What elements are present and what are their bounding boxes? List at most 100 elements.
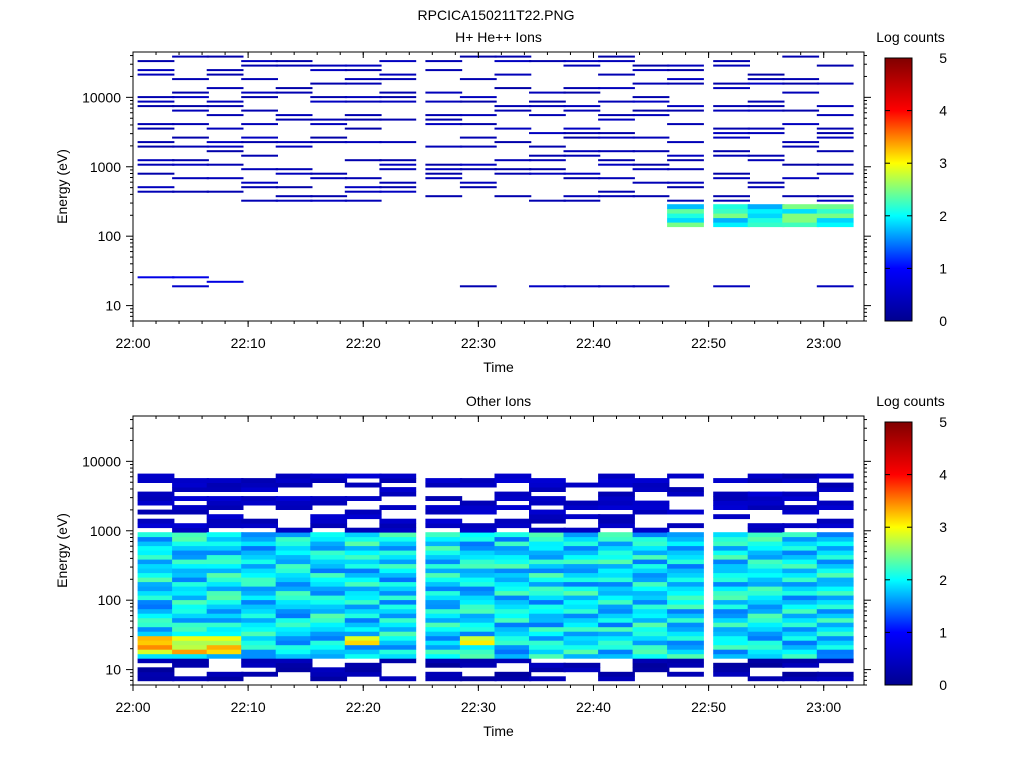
heatmap-cell: [241, 496, 278, 501]
heatmap-cell: [494, 559, 532, 565]
heatmap-cell: [379, 599, 417, 605]
heatmap-cell: [241, 653, 278, 659]
heatmap-cell: [137, 626, 175, 632]
heatmap-cell: [206, 145, 244, 148]
heatmap-cell: [275, 599, 313, 605]
heatmap-cell: [137, 172, 175, 175]
heatmap-cell: [459, 640, 497, 646]
heatmap-cell: [747, 541, 785, 547]
heatmap-cell: [598, 536, 635, 542]
heatmap-cell: [667, 577, 704, 583]
heatmap-cell: [563, 590, 601, 596]
heatmap-cell: [494, 577, 532, 583]
heatmap-cell: [172, 622, 209, 628]
heatmap-cell: [172, 105, 209, 108]
heatmap-cell: [459, 478, 497, 483]
heatmap-cell: [598, 541, 635, 547]
heatmap-cell: [747, 100, 785, 103]
heatmap-cell: [747, 491, 785, 497]
heatmap-cell: [137, 478, 175, 483]
x-tick-label: 23:00: [806, 335, 841, 351]
heatmap-cell: [563, 568, 601, 574]
heatmap-cell: [310, 550, 348, 556]
heatmap-cell: [206, 55, 244, 58]
heatmap-cell: [344, 159, 382, 162]
colorbar-bar: [884, 57, 913, 322]
heatmap-cell: [494, 671, 532, 677]
heatmap-cell: [747, 186, 785, 189]
heatmap-cell: [529, 653, 566, 659]
heatmap-cell: [747, 217, 785, 223]
heatmap-cell: [747, 599, 785, 605]
heatmap-cell: [206, 563, 244, 569]
heatmap-cell: [344, 586, 382, 592]
heatmap-cell: [425, 577, 463, 583]
heatmap-cell: [713, 640, 750, 646]
heatmap-cell: [782, 640, 820, 646]
heatmap-cell: [344, 550, 382, 556]
heatmap-cell: [782, 676, 820, 682]
heatmap-cell: [598, 568, 635, 574]
heatmap-cell: [310, 590, 348, 596]
heatmap-cell: [310, 604, 348, 610]
heatmap-cell: [713, 213, 750, 219]
heatmap-cell: [816, 114, 854, 117]
heatmap-cell: [425, 478, 463, 483]
heatmap-cell: [713, 631, 750, 637]
heatmap-cell: [494, 595, 532, 601]
heatmap-cell: [494, 532, 532, 538]
heatmap-cell: [747, 568, 785, 574]
heatmap-cell: [310, 640, 348, 646]
heatmap-cell: [241, 123, 278, 126]
heatmap-cell: [137, 105, 175, 108]
heatmap-cell: [459, 532, 497, 538]
heatmap-cell: [172, 55, 209, 58]
heatmap-cell: [782, 581, 820, 587]
heatmap-cell: [816, 473, 854, 479]
heatmap-cell: [206, 487, 244, 492]
heatmap-cell: [529, 577, 566, 583]
heatmap-cell: [425, 653, 463, 659]
heatmap-cell: [713, 586, 750, 592]
heatmap-cell: [310, 69, 348, 72]
heatmap-cell: [667, 559, 704, 565]
heatmap-cell: [275, 536, 313, 542]
heatmap-cell: [425, 599, 463, 605]
heatmap-cell: [310, 100, 348, 103]
heatmap-cell: [563, 586, 601, 592]
heatmap-cell: [598, 491, 635, 497]
heatmap-cell: [344, 199, 382, 202]
heatmap-cell: [275, 653, 313, 659]
heatmap-cell: [344, 622, 382, 628]
heatmap-cell: [747, 676, 785, 682]
heatmap-cell: [241, 671, 278, 677]
heatmap-cell: [747, 132, 785, 135]
panel-h-he-ions: H+ He++ Ions Time Energy (eV) 22:00 22:10 22:…: [54, 29, 947, 375]
heatmap-cell: [667, 208, 704, 214]
heatmap-cell: [563, 653, 601, 659]
heatmap-cell: [816, 172, 854, 175]
heatmap-cell: [425, 559, 463, 565]
colorbar-tick-label: 2: [939, 208, 947, 224]
heatmap-cell: [459, 136, 497, 139]
y-tick-label: 10000: [82, 89, 121, 105]
heatmap-cell: [172, 676, 209, 682]
heatmap-cell: [667, 487, 704, 492]
heatmap-cell: [529, 595, 566, 601]
heatmap-cell: [598, 514, 635, 520]
heatmap-cell: [379, 613, 417, 619]
heatmap-cell: [713, 572, 750, 578]
heatmap-cell: [494, 159, 532, 162]
heatmap-cell: [816, 505, 854, 510]
heatmap-cell: [310, 581, 348, 587]
heatmap-cell: [667, 181, 704, 184]
heatmap-cell: [529, 172, 566, 175]
heatmap-cell: [816, 208, 854, 214]
heatmap-cell: [379, 78, 417, 81]
heatmap-cell: [310, 568, 348, 574]
heatmap-cell: [529, 159, 566, 162]
heatmap-cell: [344, 545, 382, 551]
heatmap-cell: [667, 554, 704, 560]
heatmap-cell: [816, 613, 854, 619]
heatmap-cell: [206, 568, 244, 574]
